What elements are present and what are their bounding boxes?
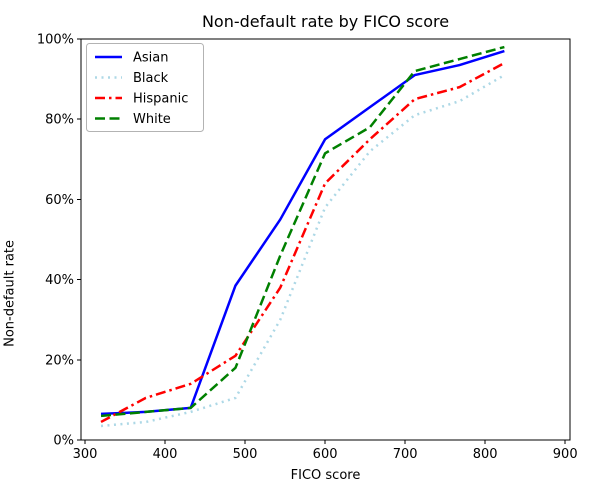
x-tick-label: 800	[473, 447, 498, 462]
x-tick-label: 900	[553, 447, 578, 462]
y-tick-label: 80%	[45, 113, 74, 128]
y-axis-label-text: Non-default rate	[2, 239, 17, 347]
x-tick-label: 600	[313, 447, 338, 462]
x-tick-label: 500	[233, 447, 258, 462]
y-tick-label: 0%	[53, 434, 74, 449]
x-tick-label: 300	[73, 447, 98, 462]
series-line-hispanic	[100, 61, 505, 424]
x-tick-label: 700	[393, 447, 418, 462]
x-tick-label: 400	[153, 447, 178, 462]
legend-label-hispanic: Hispanic	[133, 92, 188, 107]
series-line-black	[100, 74, 506, 428]
legend-label-asian: Asian	[133, 51, 168, 66]
y-tick-label: 100%	[37, 33, 74, 48]
y-tick-label: 20%	[45, 353, 74, 368]
legend-label-white: White	[133, 112, 171, 127]
legend-box	[86, 43, 204, 132]
series-line-white	[100, 45, 505, 418]
x-axis-label: FICO score	[290, 468, 361, 483]
legend-label-black: Black	[133, 71, 169, 86]
chart-title: Non-default rate by FICO score	[201, 12, 450, 31]
y-tick-label: 60%	[45, 193, 74, 208]
y-tick-label: 40%	[45, 273, 74, 288]
